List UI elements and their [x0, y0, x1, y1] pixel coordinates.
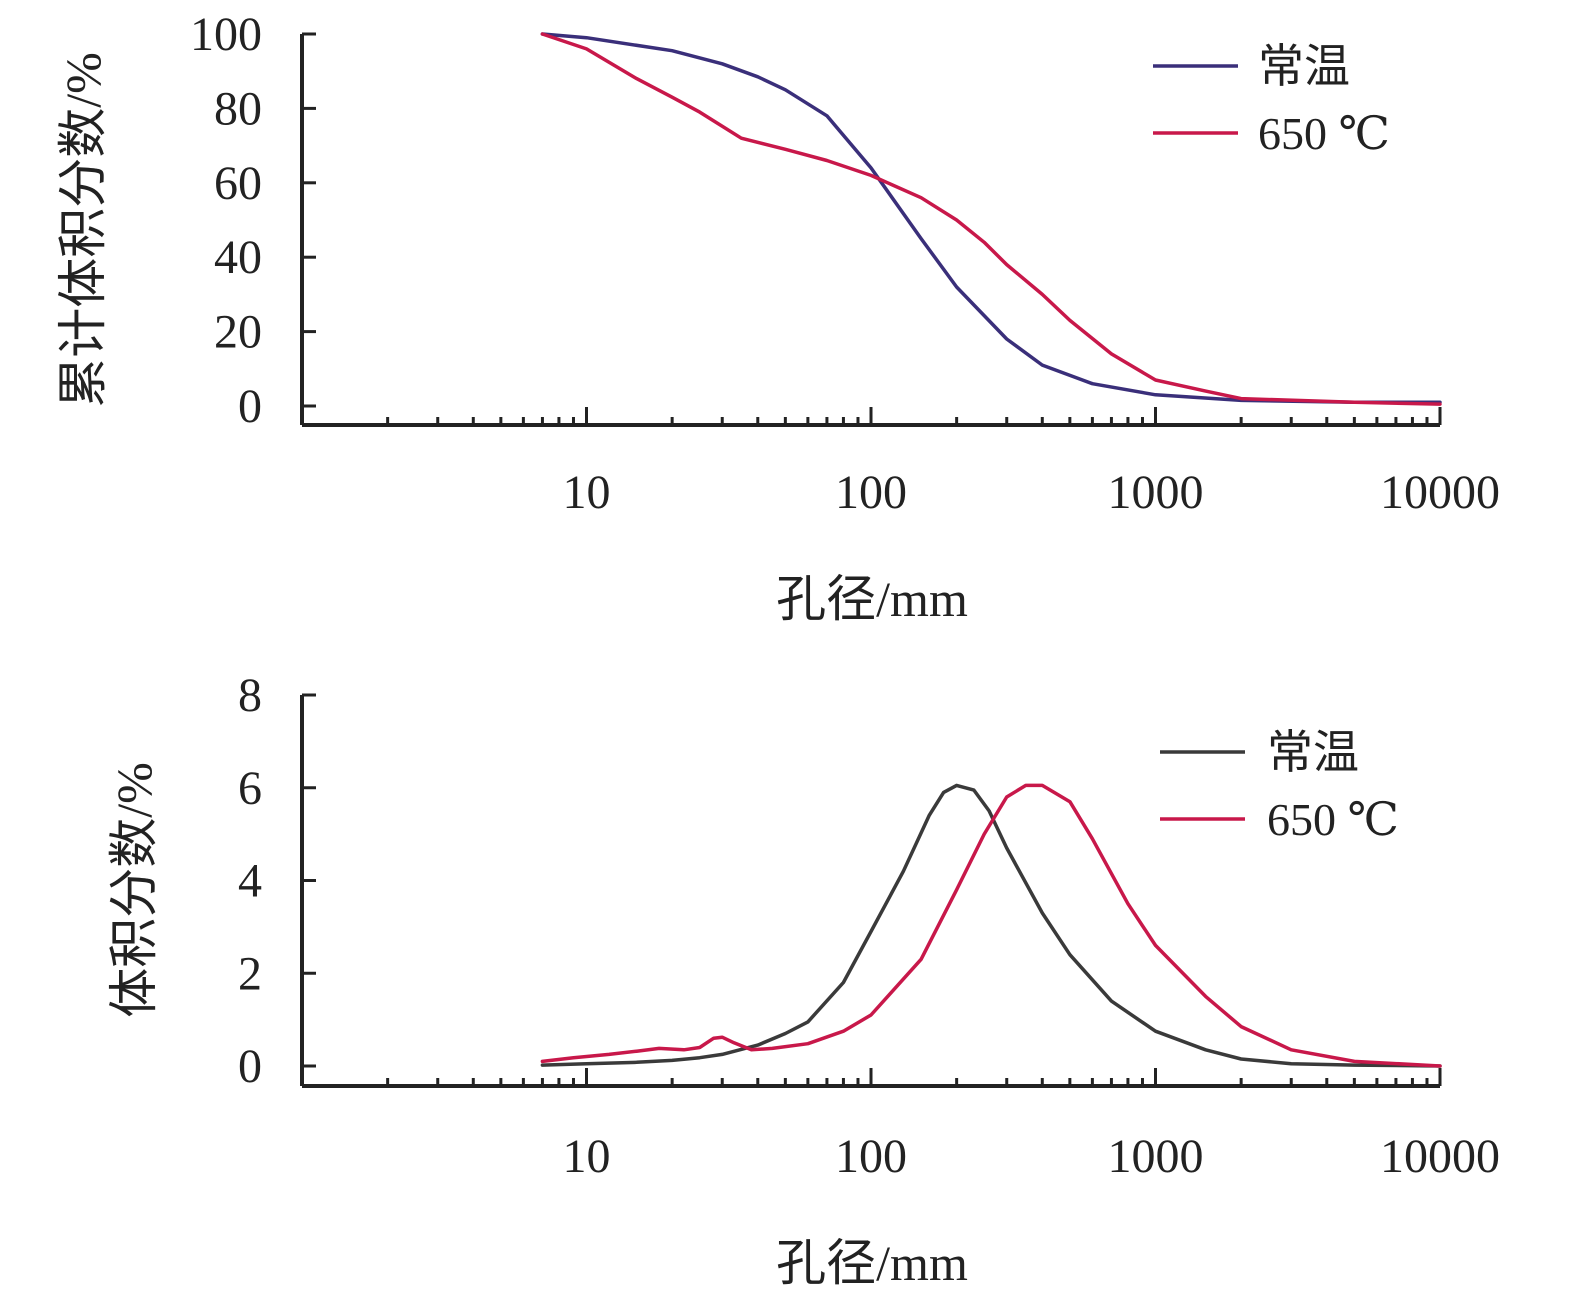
legend-label: 常温 [1258, 41, 1350, 92]
y-axis-title: 体积分数/% [106, 762, 162, 1018]
x-tick-label: 100 [835, 466, 907, 519]
series-line-1 [540, 32, 1442, 405]
y-tick-label: 8 [238, 669, 262, 722]
x-tick-label: 1000 [1108, 466, 1204, 519]
x-tick-label: 10 [563, 466, 611, 519]
series-line-2 [540, 783, 1442, 1068]
chart-panel-1: 0 20 40 60 80 100 10 100 1000 10000 孔径/mm 累计体积分数/% 常… [55, 8, 1500, 627]
y-tick-label: 0 [238, 1040, 262, 1093]
legend-label: 650 ℃ [1258, 108, 1390, 159]
y-tick-label: 40 [214, 231, 262, 284]
y-tick-label: 80 [214, 82, 262, 135]
y-axis-title: 累计体积分数/% [55, 52, 111, 408]
x-tick-label: 10 [563, 1130, 611, 1183]
legend-label: 常温 [1267, 727, 1359, 778]
y-tick-label: 60 [214, 157, 262, 210]
y-tick-label: 6 [238, 762, 262, 815]
y-tick-label: 20 [214, 306, 262, 359]
x-tick-label: 10000 [1380, 466, 1500, 519]
x-tick-label: 100 [835, 1130, 907, 1183]
x-axis-title: 孔径/mm [776, 571, 968, 627]
chart-panel-2: 0 2 4 6 8 10 100 1000 10000 孔径/mm 体积分数/% 常温 650 ℃ [106, 669, 1500, 1291]
y-tick-label: 4 [238, 855, 262, 908]
y-tick-label: 0 [238, 380, 262, 433]
x-tick-label: 1000 [1108, 1130, 1204, 1183]
legend-label: 650 ℃ [1267, 794, 1399, 845]
y-tick-label: 2 [238, 947, 262, 1000]
x-tick-label: 10000 [1380, 1130, 1500, 1183]
y-tick-label: 100 [190, 8, 262, 61]
series-line-1 [540, 783, 1442, 1068]
series-line-2 [540, 32, 1442, 406]
x-axis-title: 孔径/mm [776, 1235, 968, 1291]
